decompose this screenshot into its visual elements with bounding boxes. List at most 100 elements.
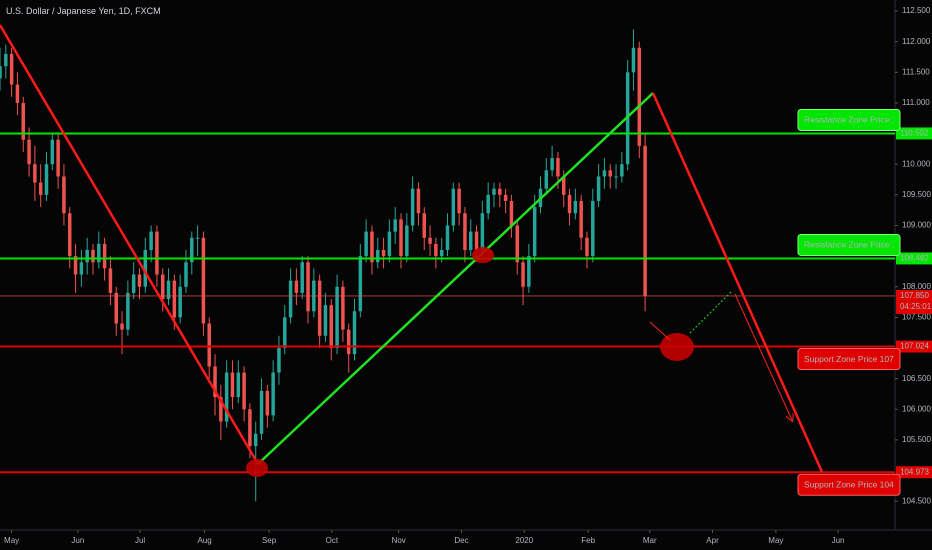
candle-body bbox=[91, 249, 95, 263]
candle-body bbox=[38, 182, 43, 195]
candle-body bbox=[85, 249, 89, 263]
candle-body bbox=[15, 84, 20, 103]
zone-label-text: Support Zone Price 104.97 bbox=[804, 479, 906, 489]
candle-body bbox=[364, 231, 368, 257]
candle-body bbox=[393, 219, 397, 232]
drawings bbox=[0, 24, 824, 477]
candle-body bbox=[556, 158, 560, 177]
candle-body bbox=[608, 170, 612, 177]
zone-box bbox=[797, 473, 901, 496]
candle-body bbox=[498, 188, 502, 195]
zone-label-text: Resistance Zone Price 108.46 bbox=[804, 240, 918, 250]
candle-body bbox=[120, 323, 124, 330]
candle-body bbox=[463, 213, 467, 250]
candle-body bbox=[457, 188, 461, 214]
x-tick-label: Dec bbox=[454, 536, 468, 545]
countdown-label: 04:25:01 bbox=[900, 302, 932, 311]
candle-body bbox=[591, 200, 595, 257]
candle-body bbox=[27, 139, 31, 165]
candle-body bbox=[67, 213, 72, 257]
level-price-badge bbox=[896, 466, 932, 479]
candle-body bbox=[4, 53, 8, 67]
candle-body bbox=[602, 170, 607, 177]
x-tick-label: Jun bbox=[832, 536, 845, 545]
candle-body bbox=[637, 47, 642, 146]
candle-body bbox=[509, 200, 514, 226]
candle-body bbox=[33, 164, 37, 183]
candle-body bbox=[160, 274, 165, 300]
candle-body bbox=[474, 231, 479, 250]
candle-body bbox=[358, 256, 363, 312]
candle-body bbox=[346, 329, 351, 355]
candle-body bbox=[149, 231, 153, 250]
candle-body bbox=[178, 286, 182, 318]
candle-body bbox=[184, 262, 188, 287]
candle-body bbox=[207, 323, 211, 367]
candle-body bbox=[253, 433, 258, 447]
zone-label-text: Support Zone Price 107.02 bbox=[804, 354, 906, 364]
y-tick-label: 106.000 bbox=[902, 404, 931, 413]
y-tick-label: 111.500 bbox=[902, 67, 930, 76]
candle-body bbox=[376, 249, 380, 263]
candle-body bbox=[550, 158, 554, 171]
y-tick-label: 111.000 bbox=[902, 98, 930, 107]
x-tick-label: May bbox=[768, 536, 783, 545]
level-price-badge bbox=[896, 252, 932, 265]
candle-body bbox=[97, 243, 101, 263]
candle-body bbox=[155, 231, 159, 275]
x-tick-label: Apr bbox=[706, 536, 719, 545]
candle-body bbox=[573, 200, 578, 214]
candle-body bbox=[126, 292, 130, 330]
candle-body bbox=[131, 274, 136, 293]
last-price-badge bbox=[896, 289, 932, 314]
candle-body bbox=[219, 397, 223, 422]
candle-body bbox=[631, 47, 636, 73]
y-tick-label: 112.500 bbox=[902, 6, 931, 15]
candle-body bbox=[329, 305, 334, 349]
y-tick-label: 107.500 bbox=[902, 312, 931, 321]
x-tick-label: Sep bbox=[262, 536, 277, 545]
candle-body bbox=[73, 256, 78, 275]
x-tick-label: May bbox=[4, 536, 19, 545]
trendline bbox=[257, 92, 654, 465]
projection bbox=[689, 291, 732, 334]
candle-body bbox=[50, 139, 55, 165]
candle-body bbox=[585, 237, 589, 257]
candle-body bbox=[492, 188, 496, 195]
candle-body bbox=[422, 213, 426, 238]
y-tick-label: 110.000 bbox=[902, 159, 931, 168]
candle-body bbox=[283, 317, 287, 349]
zone-box bbox=[797, 108, 901, 131]
y-tick-label: 108.000 bbox=[902, 282, 931, 291]
candle-body bbox=[143, 249, 148, 287]
candle-body bbox=[44, 164, 49, 195]
candle-body bbox=[620, 164, 624, 177]
x-tick-label: Aug bbox=[197, 536, 211, 545]
candle-body bbox=[242, 372, 246, 410]
candle-body bbox=[306, 262, 310, 312]
candle-body bbox=[480, 213, 485, 250]
candle-body bbox=[259, 390, 264, 434]
candle-body bbox=[224, 372, 229, 422]
candle-body bbox=[201, 237, 206, 324]
x-tick-label: 2020 bbox=[515, 536, 533, 545]
level-price-label: 110.502 bbox=[900, 129, 929, 138]
y-tick-label: 112.000 bbox=[902, 37, 931, 46]
candle-body bbox=[544, 170, 549, 189]
candle-body bbox=[643, 145, 647, 296]
candle-body bbox=[561, 176, 566, 195]
zone-label: Support Zone Price 104.97 bbox=[797, 473, 906, 496]
trendline bbox=[651, 92, 824, 473]
candle-body bbox=[428, 237, 432, 244]
projection bbox=[734, 293, 792, 420]
level-price-label: 104.973 bbox=[900, 467, 929, 476]
candle-body bbox=[614, 176, 618, 178]
candle-body bbox=[527, 256, 531, 287]
marker-ellipse bbox=[246, 459, 268, 477]
marker-ellipse bbox=[660, 333, 694, 361]
candle-body bbox=[213, 366, 217, 398]
candle-body bbox=[399, 219, 403, 257]
level-price-label: 108.462 bbox=[900, 254, 929, 263]
candle-body bbox=[445, 225, 450, 250]
candle-body bbox=[532, 207, 537, 257]
